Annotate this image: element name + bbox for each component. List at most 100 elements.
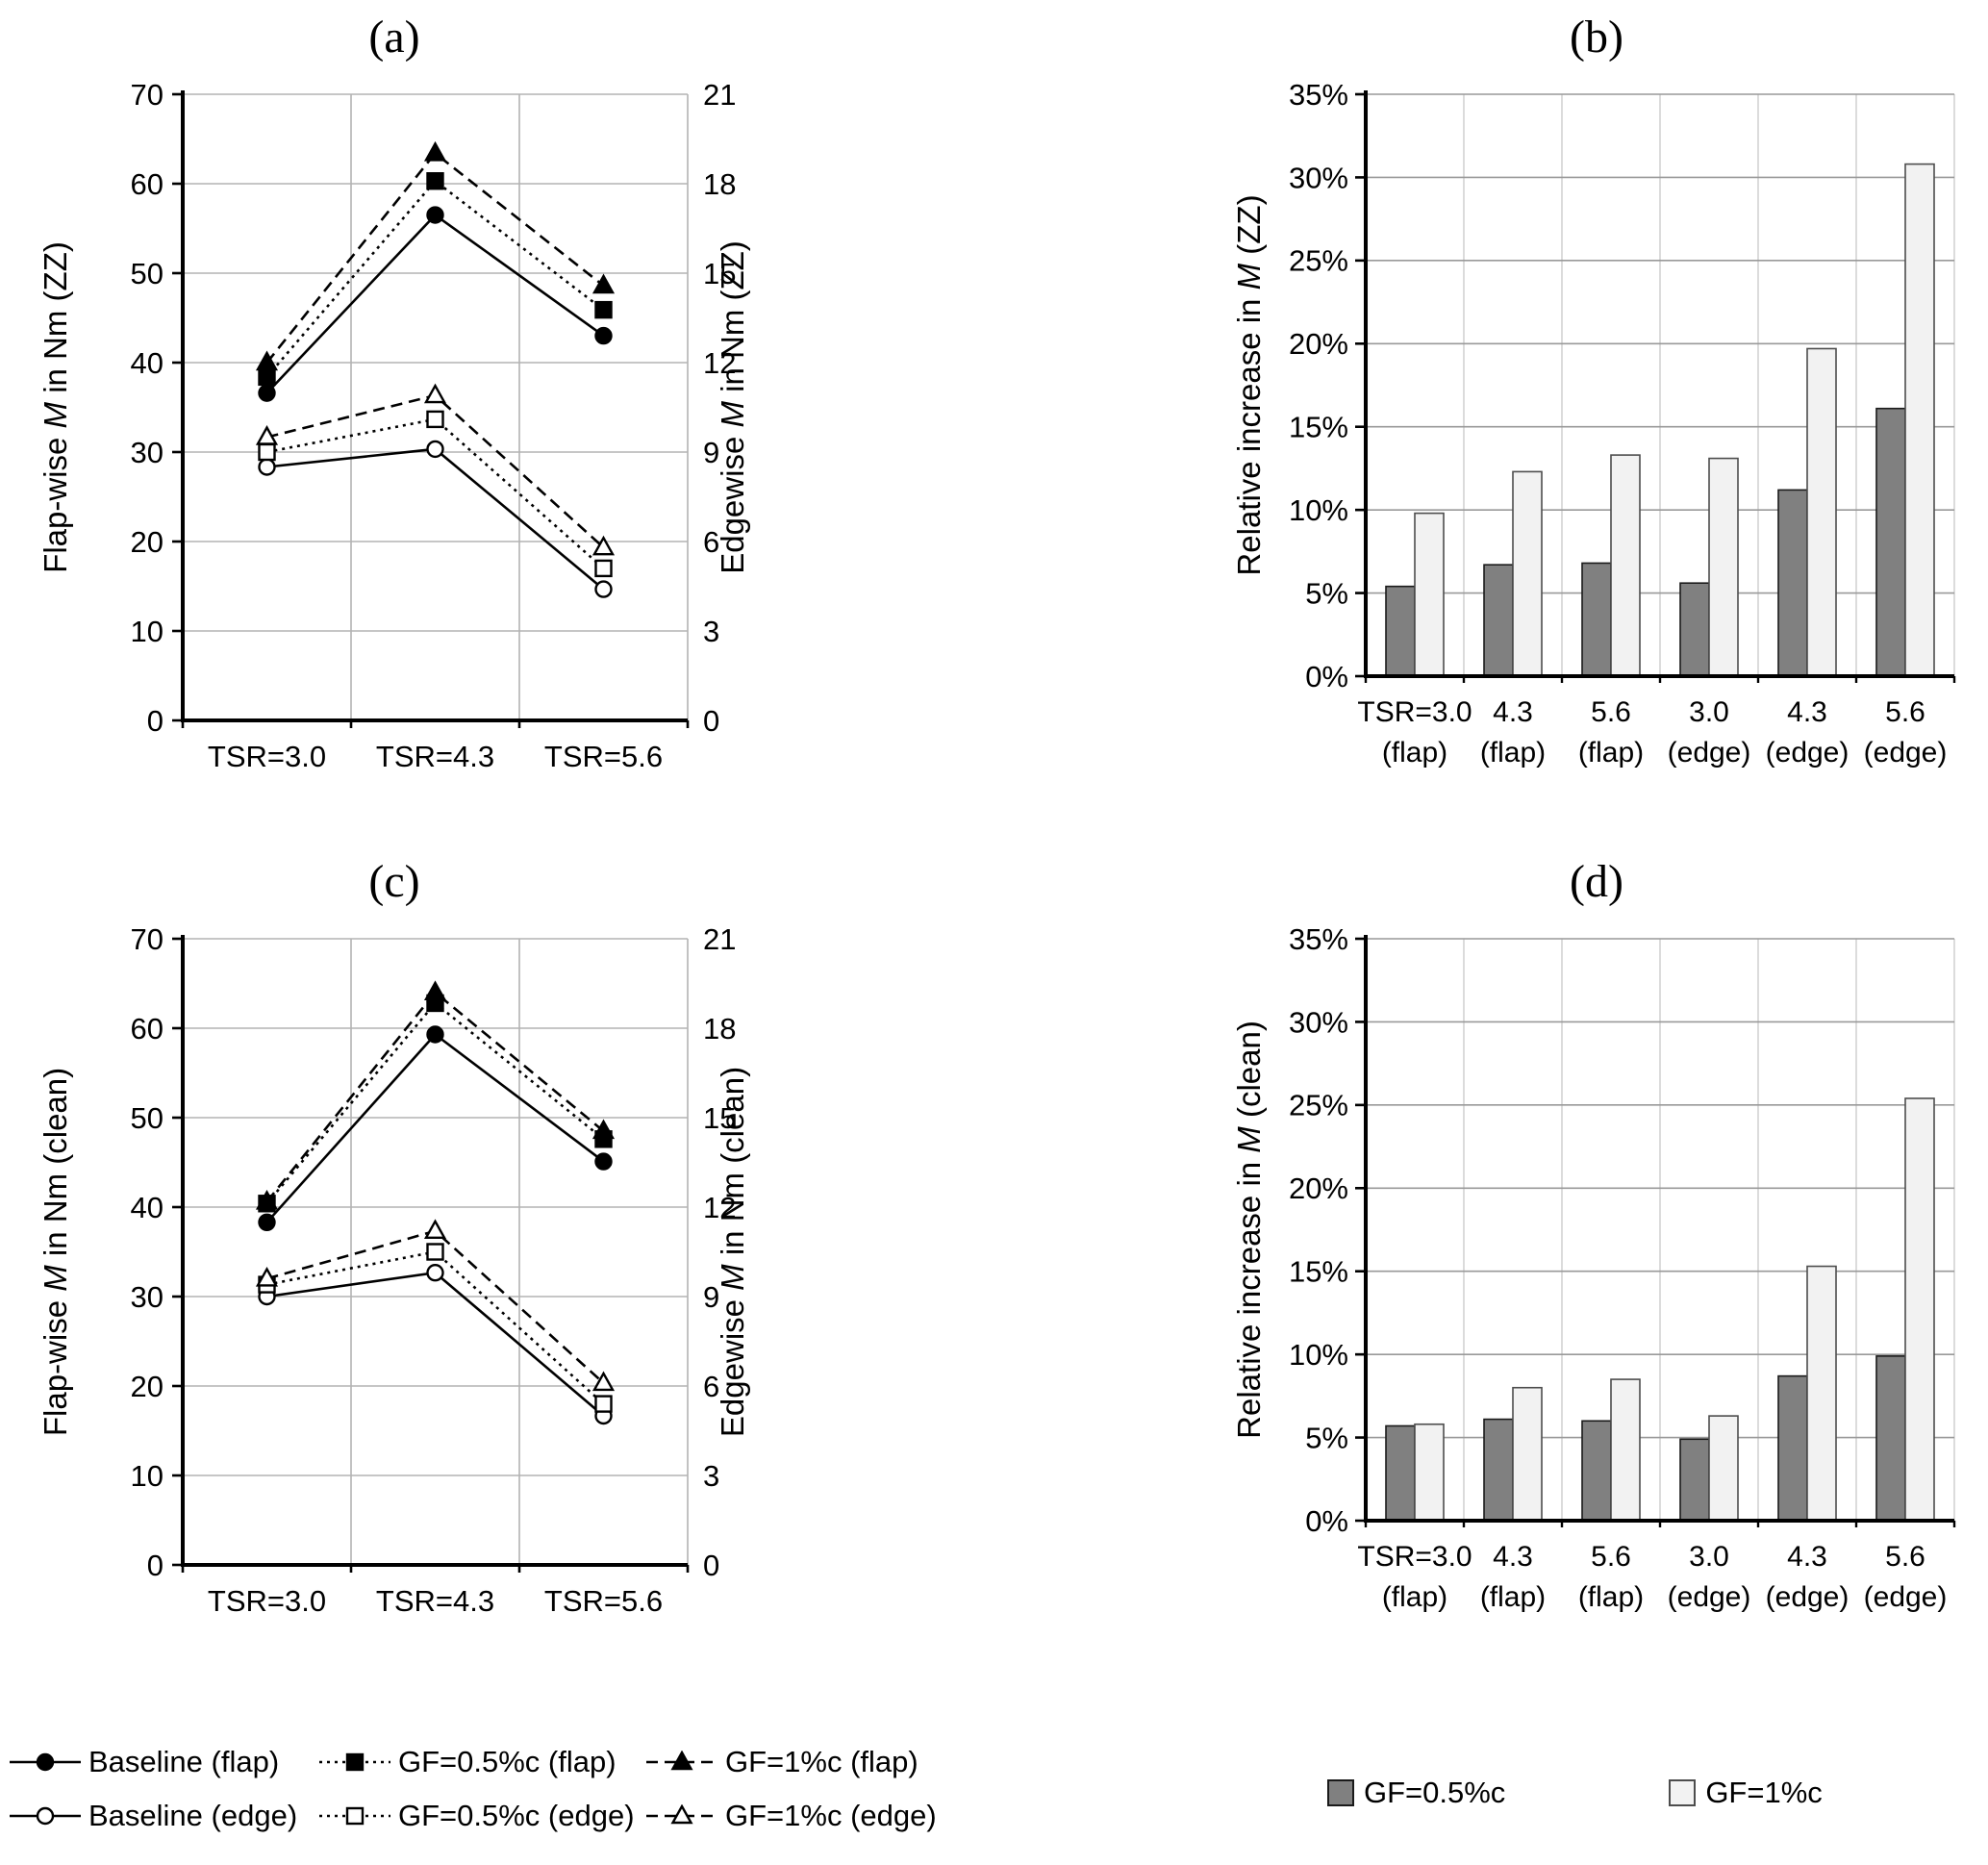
svg-text:9: 9 xyxy=(703,436,719,469)
series-GF=0.5%c (flap)-marker xyxy=(258,367,276,387)
x-category-sublabel: (flap) xyxy=(1578,737,1644,769)
x-category-label: 4.3 xyxy=(1787,1541,1827,1573)
bar-GF=1%c-4.3 xyxy=(1806,1265,1837,1522)
x-category-label: TSR=3.0 xyxy=(1357,696,1472,728)
bar-GF=1%c-5.6 xyxy=(1610,454,1641,677)
legend-label: GF=1%c (edge) xyxy=(725,1799,937,1832)
series-line-GF=1%c (flap) xyxy=(265,990,605,1203)
bar-series-legend: GF=0.5%c GF=1%c xyxy=(1327,1776,1988,1810)
series xyxy=(255,980,616,1425)
light-swatch-icon xyxy=(1669,1779,1697,1806)
bar-GF=1%c-TSR=3.0 xyxy=(1414,1423,1445,1522)
series-Baseline (edge)-marker xyxy=(594,580,613,598)
bar-GF=1%c-4.3 xyxy=(1512,470,1543,677)
legend-label: Baseline (flap) xyxy=(88,1745,280,1778)
legend-item-GF=1%c (edge): GF=1%c (edge) xyxy=(644,1799,952,1833)
svg-text:10%: 10% xyxy=(1289,493,1348,527)
legend-GF=1%c (flap)-marker xyxy=(670,1751,693,1771)
axes xyxy=(1355,90,1956,683)
series-GF=1%c (flap)-marker xyxy=(591,1119,616,1140)
bar-GF=0.5%c-3.0 xyxy=(1679,1438,1710,1522)
svg-text:15: 15 xyxy=(703,1101,736,1135)
series-line-Baseline (flap) xyxy=(265,213,605,394)
series-Baseline (flap)-marker xyxy=(426,206,444,224)
series-Baseline (flap)-marker xyxy=(594,1152,613,1171)
x-category-label: 4.3 xyxy=(1787,696,1827,728)
svg-text:18: 18 xyxy=(703,167,736,201)
chart-c-line-chart: 0 10 20 30 40 50 60 70 0 3 6 9 12 15 18 21 TSR=3.0 TSR=4.… xyxy=(38,922,750,1618)
panel-c-title: (c) xyxy=(368,856,420,907)
legend-label: Baseline (edge) xyxy=(88,1799,298,1832)
bar-GF=0.5%c-5.6 xyxy=(1581,562,1612,677)
svg-text:20: 20 xyxy=(131,525,164,559)
svg-text:35%: 35% xyxy=(1289,78,1348,112)
bar-GF=1%c-5.6 xyxy=(1904,1097,1935,1522)
svg-text:30: 30 xyxy=(131,436,164,469)
legend-item-GF=1%c (flap): GF=1%c (flap) xyxy=(644,1745,952,1779)
svg-text:20: 20 xyxy=(131,1370,164,1403)
y-axis-title: Relative increase in M (ZZ) xyxy=(1231,194,1267,575)
series-GF=1%c (flap)-marker xyxy=(255,350,279,371)
svg-text:0: 0 xyxy=(703,1549,719,1582)
svg-text:25%: 25% xyxy=(1289,244,1348,278)
series-GF=0.5%c (edge)-marker xyxy=(594,1395,613,1413)
chart-a-line-chart: 0 10 20 30 40 50 60 70 0 3 6 9 12 15 18 21 TSR=3.0 TSR=4.… xyxy=(38,78,750,773)
svg-text:10: 10 xyxy=(131,1459,164,1493)
legend-GF=1%c (edge)-marker xyxy=(670,1804,693,1825)
legend-GF=0.5%c (flap)-marker xyxy=(345,1752,365,1772)
series-GF=1%c (edge)-marker xyxy=(423,383,447,404)
legend-Baseline (flap)-marker xyxy=(36,1752,55,1772)
line-series-legend: Baseline (flap) GF=0.5%c (flap) GF=1%c (fl… xyxy=(8,1735,962,1843)
svg-text:15%: 15% xyxy=(1289,411,1348,444)
x-category-sublabel: (flap) xyxy=(1382,1581,1447,1613)
x-category-label: 5.6 xyxy=(1591,1541,1631,1573)
svg-text:3: 3 xyxy=(703,615,719,648)
tick-labels: 0 10 20 30 40 50 60 70 0 3 6 9 12 15 18 21 xyxy=(131,78,737,738)
bar-GF=0.5%c-5.6 xyxy=(1875,1355,1906,1522)
x-category-label: TSR=5.6 xyxy=(544,740,663,773)
series-GF=0.5%c (flap)-marker xyxy=(426,172,444,190)
svg-text:25%: 25% xyxy=(1289,1089,1348,1122)
series-Baseline (flap)-marker xyxy=(594,326,613,345)
right-axis-title: Edgewise M in Nm (clean) xyxy=(715,1067,750,1437)
series-GF=0.5%c (edge)-marker xyxy=(258,442,276,462)
series-line-Baseline (edge) xyxy=(266,1271,605,1417)
panel-a-title: (a) xyxy=(368,12,420,63)
series-GF=1%c (flap)-marker xyxy=(423,140,447,162)
right-column: (b) 0% 5% 10% 15% 20% 25% 30% 35% TSR=3.0 (flap) 4… xyxy=(962,0,1988,1865)
bar-GF=1%c-3.0 xyxy=(1708,457,1739,677)
svg-text:40: 40 xyxy=(131,1191,164,1224)
svg-text:30: 30 xyxy=(131,1280,164,1314)
circle-open-key-icon xyxy=(10,1806,81,1826)
spacer xyxy=(0,806,962,844)
svg-text:70: 70 xyxy=(131,922,164,956)
axes xyxy=(172,935,690,1573)
x-category-label: TSR=4.3 xyxy=(376,1584,494,1618)
x-category-sublabel: (edge) xyxy=(1864,737,1948,769)
legend-item-GF=0.5%c: GF=0.5%c xyxy=(1327,1776,1505,1810)
svg-text:10%: 10% xyxy=(1289,1338,1348,1372)
bar-GF=0.5%c-5.6 xyxy=(1581,1420,1612,1522)
x-category-label: 5.6 xyxy=(1885,696,1925,728)
gridlines xyxy=(1366,93,1955,676)
panel-b-title: (b) xyxy=(1570,12,1623,63)
svg-text:20%: 20% xyxy=(1289,327,1348,361)
x-category-label: 5.6 xyxy=(1591,696,1631,728)
x-category-sublabel: (flap) xyxy=(1480,1581,1546,1613)
series-line-Baseline (edge) xyxy=(266,447,605,591)
legend-item-GF=0.5%c (edge): GF=0.5%c (edge) xyxy=(317,1799,644,1833)
series-Baseline (flap)-marker xyxy=(426,1025,444,1044)
series-GF=0.5%c (edge)-marker xyxy=(426,1243,444,1261)
legend-label: GF=1%c xyxy=(1705,1776,1823,1809)
chart-b-bar-chart: 0%5%10%15%20%25%30%35%TSR=3.0(flap)4.3(f… xyxy=(1231,78,1956,769)
bar-GF=0.5%c-4.3 xyxy=(1777,489,1808,677)
series xyxy=(255,140,616,598)
tick-labels: 0% 5% 10% 15% 20% 25% 30% 35% xyxy=(1289,78,1348,693)
panel-d-title: (d) xyxy=(1570,856,1623,907)
bar-GF=1%c-4.3 xyxy=(1512,1386,1543,1522)
series-GF=0.5%c (edge)-marker xyxy=(594,559,613,578)
legend-item-GF=0.5%c (flap): GF=0.5%c (flap) xyxy=(317,1745,644,1779)
svg-text:3: 3 xyxy=(703,1459,719,1493)
x-category-sublabel: (edge) xyxy=(1668,737,1751,769)
